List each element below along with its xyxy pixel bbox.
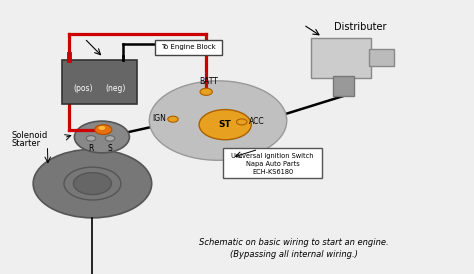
Circle shape <box>33 149 152 218</box>
Text: (pos): (pos) <box>73 84 93 93</box>
FancyBboxPatch shape <box>333 76 354 96</box>
Text: Universal Ignition Switch: Universal Ignition Switch <box>231 153 314 159</box>
FancyBboxPatch shape <box>223 148 322 178</box>
Text: Starter: Starter <box>12 139 41 147</box>
Circle shape <box>199 110 251 140</box>
Text: To Engine Block: To Engine Block <box>161 44 216 50</box>
Text: (neg): (neg) <box>106 84 126 93</box>
Text: BATT: BATT <box>199 77 218 86</box>
Circle shape <box>200 88 212 95</box>
Text: ACC: ACC <box>249 117 264 126</box>
Circle shape <box>237 119 247 125</box>
Text: S: S <box>108 144 112 153</box>
Circle shape <box>168 116 178 122</box>
Circle shape <box>95 125 112 135</box>
FancyBboxPatch shape <box>369 49 394 66</box>
Circle shape <box>99 126 105 130</box>
Circle shape <box>86 136 96 141</box>
FancyBboxPatch shape <box>311 38 371 78</box>
Text: (Bypassing all internal wiring.): (Bypassing all internal wiring.) <box>230 250 358 259</box>
Circle shape <box>105 136 115 141</box>
Circle shape <box>73 173 111 195</box>
Text: Solenoid: Solenoid <box>12 131 48 140</box>
Text: Schematic on basic wiring to start an engine.: Schematic on basic wiring to start an en… <box>199 238 389 247</box>
Circle shape <box>74 121 129 153</box>
FancyBboxPatch shape <box>155 40 222 55</box>
Text: IGN: IGN <box>152 115 166 123</box>
FancyBboxPatch shape <box>62 60 137 104</box>
Circle shape <box>149 81 287 160</box>
Text: ECH-KS6180: ECH-KS6180 <box>252 169 293 175</box>
Text: Distributer: Distributer <box>334 22 386 32</box>
Text: Napa Auto Parts: Napa Auto Parts <box>246 161 300 167</box>
Text: ST: ST <box>219 120 231 129</box>
Text: R: R <box>88 144 94 153</box>
